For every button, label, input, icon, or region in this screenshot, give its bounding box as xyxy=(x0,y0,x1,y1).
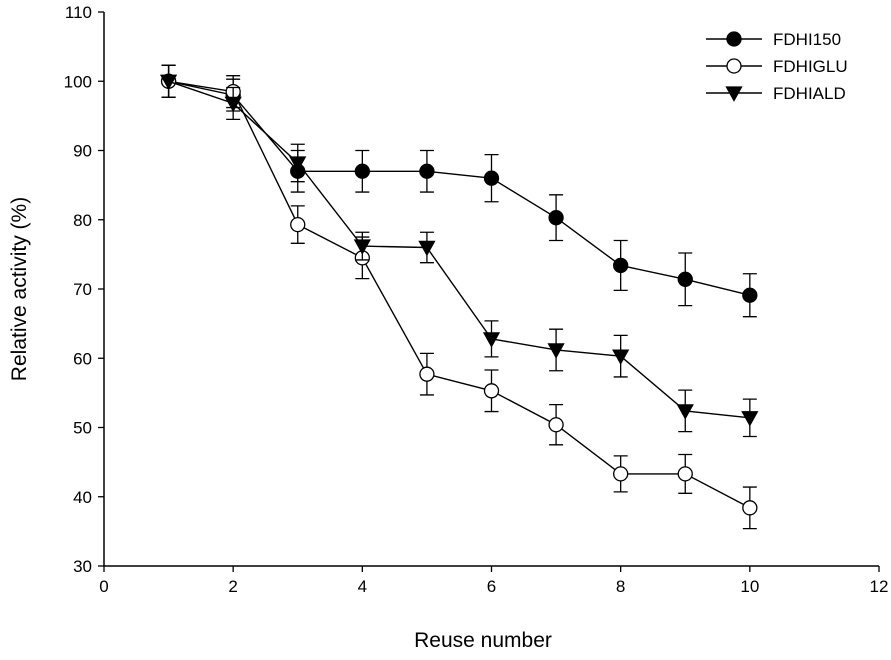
series-fdhiald xyxy=(159,64,759,438)
series-line-fdhi150 xyxy=(168,80,750,296)
data-point-fdhiglu xyxy=(677,466,693,482)
y-tick-label: 110 xyxy=(65,3,92,22)
data-point-fdhiglu xyxy=(548,417,564,433)
legend: FDHI150 FDHIGLU FDHIALD xyxy=(706,30,848,103)
data-point-fdhiald xyxy=(612,349,630,366)
data-point-fdhi150 xyxy=(613,257,629,274)
data-point-fdhiglu xyxy=(613,466,629,482)
y-axis-title: Relative activity (%) xyxy=(8,197,31,381)
data-point-fdhiald xyxy=(547,343,565,359)
legend-marker-fdhiald xyxy=(725,86,743,102)
x-axis-ticks: 0 2 4 6 8 10 12 xyxy=(99,566,888,596)
data-point-fdhiald xyxy=(676,404,694,420)
legend-item-fdhiglu: FDHIGLU xyxy=(706,57,848,76)
legend-label: FDHI150 xyxy=(773,30,841,49)
data-point-fdhiglu xyxy=(290,216,306,233)
data-point-fdhiald xyxy=(224,96,242,113)
y-tick-label: 100 xyxy=(64,72,92,91)
y-tick-label: 50 xyxy=(73,419,92,438)
data-series xyxy=(159,64,759,530)
y-tick-label: 40 xyxy=(73,488,92,507)
x-axis-title: Reuse number xyxy=(414,629,552,652)
y-tick-label: 30 xyxy=(73,557,92,576)
legend-item-fdhiald: FDHIALD xyxy=(706,84,846,103)
data-point-fdhiald xyxy=(159,74,178,91)
data-point-fdhiglu xyxy=(419,366,435,382)
series-fdhi150 xyxy=(160,64,758,318)
data-point-fdhiald xyxy=(741,411,759,427)
y-tick-label: 80 xyxy=(73,211,92,230)
axes xyxy=(103,12,879,567)
y-tick-label: 90 xyxy=(73,142,92,161)
data-point-fdhi150 xyxy=(742,287,758,303)
data-point-fdhiald xyxy=(418,240,436,257)
y-tick-label: 70 xyxy=(73,280,92,299)
legend-marker-fdhi150 xyxy=(726,31,742,47)
legend-label: FDHIALD xyxy=(773,84,846,103)
data-point-fdhi150 xyxy=(419,163,435,179)
data-point-fdhi150 xyxy=(354,163,370,179)
series-line-fdhiglu xyxy=(168,80,751,509)
x-tick-label: 0 xyxy=(99,577,108,596)
data-point-fdhiald xyxy=(482,332,501,348)
y-axis-ticks: 30 40 50 60 70 80 90 100 110 xyxy=(64,3,104,576)
x-tick-label: 2 xyxy=(228,577,237,596)
x-tick-label: 6 xyxy=(487,577,496,596)
data-point-fdhiald xyxy=(289,156,307,172)
data-point-fdhi150 xyxy=(677,271,693,287)
legend-item-fdhi150: FDHI150 xyxy=(706,30,841,49)
x-tick-label: 4 xyxy=(358,577,367,596)
data-point-fdhiald xyxy=(353,239,371,255)
data-point-fdhi150 xyxy=(548,210,564,226)
series-line-fdhiald xyxy=(168,80,750,419)
data-point-fdhi150 xyxy=(483,170,500,186)
plot-frame xyxy=(103,12,879,567)
legend-label: FDHIGLU xyxy=(773,57,848,76)
series-fdhiglu xyxy=(160,64,758,530)
data-point-fdhiglu xyxy=(742,500,758,516)
x-tick-label: 8 xyxy=(616,577,625,596)
data-point-fdhiglu xyxy=(483,383,500,399)
legend-marker-fdhiglu xyxy=(726,58,742,74)
y-tick-label: 60 xyxy=(73,349,92,368)
x-tick-label: 10 xyxy=(740,577,759,596)
x-tick-label: 12 xyxy=(870,577,889,596)
